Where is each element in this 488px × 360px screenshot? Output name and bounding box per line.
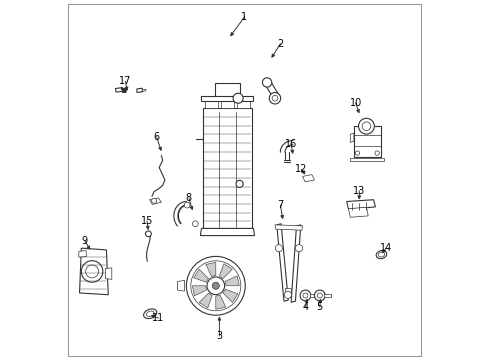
Circle shape	[271, 95, 277, 101]
Polygon shape	[204, 99, 218, 108]
Circle shape	[300, 290, 310, 301]
Text: 2: 2	[277, 39, 283, 49]
Circle shape	[303, 293, 307, 298]
Text: 12: 12	[294, 164, 307, 174]
Circle shape	[317, 293, 322, 298]
Text: 6: 6	[153, 132, 160, 142]
Polygon shape	[276, 224, 287, 301]
Circle shape	[212, 282, 219, 289]
Polygon shape	[237, 99, 250, 108]
Polygon shape	[79, 251, 86, 257]
Polygon shape	[193, 269, 208, 282]
Polygon shape	[137, 88, 142, 93]
Circle shape	[190, 261, 240, 311]
Circle shape	[81, 261, 102, 282]
Text: 7: 7	[277, 200, 283, 210]
Circle shape	[262, 78, 271, 87]
Text: 16: 16	[285, 139, 297, 149]
Circle shape	[374, 151, 379, 155]
Circle shape	[275, 244, 282, 252]
Polygon shape	[302, 175, 314, 182]
Polygon shape	[290, 225, 300, 302]
Circle shape	[355, 151, 359, 155]
Text: 9: 9	[81, 236, 88, 246]
Polygon shape	[215, 295, 225, 309]
Polygon shape	[205, 262, 215, 276]
Circle shape	[233, 93, 243, 103]
Polygon shape	[201, 96, 253, 101]
Polygon shape	[221, 99, 234, 108]
Polygon shape	[105, 268, 112, 279]
Polygon shape	[309, 294, 316, 297]
Polygon shape	[223, 289, 238, 302]
Polygon shape	[224, 276, 239, 286]
Polygon shape	[219, 264, 232, 279]
Text: 11: 11	[152, 313, 164, 323]
Ellipse shape	[375, 251, 386, 258]
Text: 5: 5	[316, 302, 322, 312]
Circle shape	[284, 291, 291, 298]
Ellipse shape	[378, 252, 384, 257]
Circle shape	[314, 290, 325, 301]
Ellipse shape	[146, 311, 154, 316]
Polygon shape	[203, 108, 251, 230]
Polygon shape	[349, 134, 353, 142]
Polygon shape	[349, 158, 384, 161]
Polygon shape	[142, 89, 145, 92]
Polygon shape	[177, 280, 184, 291]
Text: 1: 1	[241, 12, 247, 22]
Polygon shape	[80, 248, 108, 295]
Circle shape	[236, 180, 243, 188]
Circle shape	[358, 118, 373, 134]
Circle shape	[145, 231, 151, 237]
Polygon shape	[346, 200, 375, 210]
Circle shape	[85, 265, 99, 278]
Polygon shape	[324, 294, 330, 297]
Circle shape	[192, 221, 198, 226]
Circle shape	[151, 198, 156, 203]
Circle shape	[362, 122, 370, 131]
Polygon shape	[264, 81, 280, 99]
Circle shape	[269, 93, 280, 104]
Polygon shape	[274, 225, 302, 230]
Circle shape	[184, 202, 190, 208]
Text: 3: 3	[216, 331, 222, 341]
Text: 10: 10	[349, 98, 361, 108]
Text: 8: 8	[185, 193, 192, 203]
Polygon shape	[115, 87, 123, 92]
Text: 14: 14	[379, 243, 391, 253]
Polygon shape	[199, 293, 212, 308]
Polygon shape	[200, 228, 254, 235]
Ellipse shape	[143, 309, 157, 319]
Text: 4: 4	[302, 302, 308, 312]
Text: 17: 17	[119, 76, 131, 86]
Polygon shape	[192, 286, 206, 296]
Polygon shape	[353, 126, 380, 157]
Polygon shape	[284, 288, 290, 292]
Circle shape	[295, 244, 302, 252]
Text: 15: 15	[141, 216, 153, 226]
Polygon shape	[348, 207, 367, 217]
Polygon shape	[149, 198, 161, 204]
Circle shape	[206, 277, 224, 294]
Text: 13: 13	[352, 186, 365, 196]
Circle shape	[186, 256, 244, 315]
